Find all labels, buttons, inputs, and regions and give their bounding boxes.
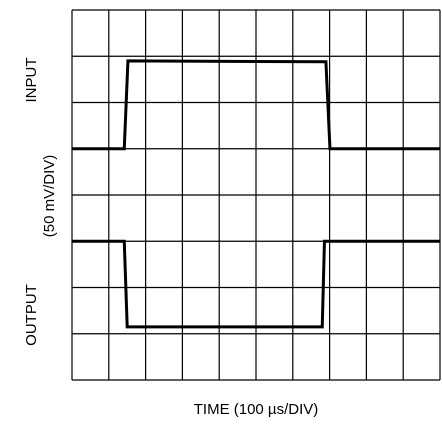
signal-trace	[72, 59, 440, 151]
series-label: OUTPUT	[23, 284, 40, 346]
series-label: INPUT	[23, 58, 40, 103]
x-axis-label: TIME (100 µs/DIV)	[194, 401, 319, 418]
signal-trace	[72, 239, 440, 329]
y-axis-label: (50 mV/DIV)	[41, 155, 58, 238]
